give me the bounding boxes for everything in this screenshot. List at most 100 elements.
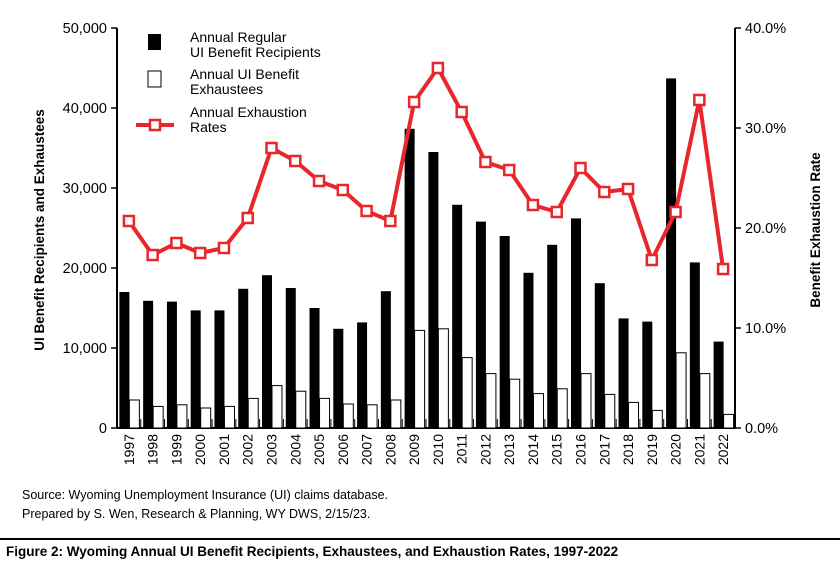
exhaustees-bar <box>651 409 663 429</box>
x-tick-label: 1998 <box>145 434 161 465</box>
exhaustees-bar <box>342 403 354 429</box>
exhaustees-bar <box>556 388 568 429</box>
recipients-bar <box>428 152 439 428</box>
exhaustion-rate-point <box>645 253 659 267</box>
x-tick-label: 2002 <box>240 434 256 465</box>
exhaustees-bar <box>366 404 378 429</box>
legend-exhaustees-swatch <box>147 70 162 88</box>
caption-divider <box>0 538 840 540</box>
exhaustion-rate-point <box>716 262 730 276</box>
x-tick-label: 2017 <box>596 434 612 465</box>
x-tick-label: 2022 <box>715 434 731 465</box>
recipients-bar <box>713 341 724 428</box>
exhaustion-rate-point <box>431 61 445 75</box>
exhaustees-bar <box>628 401 640 429</box>
x-tick-label: 2011 <box>454 434 470 464</box>
exhaustion-rate-point <box>479 155 492 169</box>
exhaustees-bar <box>532 393 544 429</box>
x-tick-label: 2019 <box>644 434 660 465</box>
legend-label: Annual Regular <box>190 29 287 45</box>
x-tick-label: 2021 <box>691 434 707 465</box>
recipients-bar <box>594 283 605 428</box>
recipients-bar <box>357 322 368 428</box>
exhaustees-bar <box>580 373 592 429</box>
exhaustees-bar <box>390 399 402 429</box>
exhaustion-rate-line <box>127 66 726 270</box>
exhaustees-bar <box>319 397 331 429</box>
recipients-bar <box>214 310 225 428</box>
y2-tick-label: 20.0% <box>745 221 786 237</box>
recipients-bar <box>618 318 629 428</box>
exhaustion-rate-point <box>193 246 207 260</box>
x-tick-label: 2013 <box>501 434 517 465</box>
exhaustees-bar <box>509 378 521 429</box>
exhaustion-rate-point <box>336 183 350 197</box>
exhaustees-bar <box>176 404 188 429</box>
legend-rate-marker <box>148 118 162 132</box>
recipients-bar <box>119 292 130 428</box>
legend-label: Annual UI Benefit <box>190 66 299 82</box>
prepared-note: Prepared by S. Wen, Research & Planning,… <box>22 507 371 521</box>
chart: 0 10,000 20,000 30,000 40,000 50,000 0.0% 10.0%… <box>32 21 823 465</box>
exhaustion-rate-point <box>312 174 326 188</box>
exhaustion-rate-point <box>265 141 278 155</box>
source-note: Source: Wyoming Unemployment Insurance (… <box>22 488 389 502</box>
recipients-bar <box>523 272 534 428</box>
exhaustion-rate-point <box>550 205 563 219</box>
exhaustees-bar <box>675 352 687 429</box>
exhaustees-bar <box>295 390 307 429</box>
recipients-bar <box>642 321 653 428</box>
exhaustees-bar <box>437 328 449 429</box>
y2-tick-label: 40.0% <box>745 21 786 37</box>
exhaustees-bar <box>152 405 164 429</box>
y-tick-label: 20,000 <box>63 261 107 277</box>
recipients-bar <box>475 221 486 428</box>
recipients-bar <box>571 218 581 428</box>
exhaustion-rate-point <box>502 163 516 177</box>
x-tick-label: 2015 <box>549 434 565 465</box>
exhaustees-bar <box>128 399 140 429</box>
exhaustion-rate-point <box>360 204 373 218</box>
exhaustees-bar <box>223 405 235 429</box>
y-tick-label: 50,000 <box>63 21 107 37</box>
recipients-bar <box>309 308 320 428</box>
exhaustion-rate-point <box>693 93 706 107</box>
x-tick-label: 2000 <box>192 434 208 465</box>
recipients-bar <box>262 275 272 428</box>
x-tick-label: 2020 <box>668 434 684 465</box>
x-tick-label: 2007 <box>359 434 375 465</box>
x-tick-label: 2012 <box>477 434 493 465</box>
exhaustees-bar <box>247 397 259 429</box>
exhaustees-bar <box>699 373 711 429</box>
recipients-bar <box>452 204 463 428</box>
exhaustion-rate-point <box>455 105 468 119</box>
legend-label: Exhaustees <box>190 81 263 97</box>
exhaustion-rate-point <box>621 182 635 196</box>
exhaustion-rate-point <box>526 198 540 212</box>
exhaustion-rate-point <box>170 236 183 250</box>
x-tick-label: 2016 <box>573 434 589 465</box>
exhaustees-bar <box>604 393 616 429</box>
recipients-bar <box>380 291 391 428</box>
recipients-bar <box>285 288 296 428</box>
exhaustion-rate-point <box>146 248 159 262</box>
recipients-bar <box>333 328 344 428</box>
y2-axis-title: Benefit Exhaustion Rate <box>808 152 823 308</box>
x-tick-label: 2001 <box>216 434 232 465</box>
x-tick-label: 2008 <box>382 434 398 465</box>
x-tick-label: 1997 <box>121 434 137 465</box>
exhaustion-rate-point <box>598 185 611 199</box>
legend-recipients-swatch <box>148 34 161 50</box>
exhaustion-rate-point <box>407 95 421 109</box>
exhaustees-bar <box>723 413 735 429</box>
y2-tick-label: 30.0% <box>745 121 786 137</box>
x-tick-label: 2010 <box>430 434 446 465</box>
recipients-bar <box>238 288 249 428</box>
y-axis-title: UI Benefit Recipients and Exhaustees <box>32 109 47 351</box>
y-tick-label: 30,000 <box>63 181 107 197</box>
exhaustion-rate-point <box>289 154 302 168</box>
y-tick-label: 40,000 <box>63 101 107 117</box>
x-tick-label: 2004 <box>287 434 303 465</box>
x-tick-label: 2003 <box>264 434 280 465</box>
